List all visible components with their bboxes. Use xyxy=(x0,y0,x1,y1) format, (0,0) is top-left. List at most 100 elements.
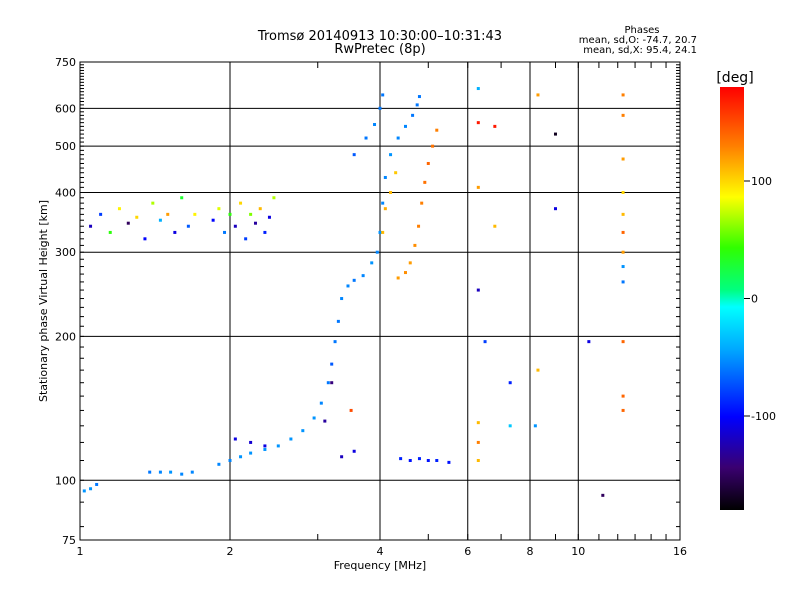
data-point xyxy=(239,201,243,205)
data-point xyxy=(186,224,190,228)
data-point xyxy=(180,472,184,476)
data-point xyxy=(420,201,424,205)
data-point xyxy=(117,207,121,211)
data-point xyxy=(263,230,267,234)
data-point xyxy=(426,458,430,462)
data-point xyxy=(211,218,215,222)
data-point xyxy=(621,250,625,254)
x-tick-label: 2 xyxy=(227,545,234,558)
data-point xyxy=(249,440,253,444)
colorbar-tick-label: -100 xyxy=(751,410,776,423)
data-point xyxy=(621,230,625,234)
data-point xyxy=(143,237,147,241)
phase-stats-title: Phases xyxy=(624,25,659,36)
data-point xyxy=(403,124,407,128)
data-point xyxy=(389,190,393,194)
data-point xyxy=(166,212,170,216)
data-point xyxy=(330,362,334,366)
data-point xyxy=(408,458,412,462)
data-point xyxy=(258,207,262,211)
data-point xyxy=(389,153,393,157)
chart-subtitle: RwPretec (8p) xyxy=(334,42,425,57)
data-point xyxy=(148,470,152,474)
data-point xyxy=(190,470,194,474)
data-point xyxy=(370,261,374,265)
data-point xyxy=(301,429,305,433)
data-point xyxy=(435,458,439,462)
colorbar-label: [deg] xyxy=(716,70,753,86)
data-point xyxy=(361,274,365,278)
data-point xyxy=(447,460,451,464)
data-point xyxy=(423,180,427,184)
data-point xyxy=(399,457,403,461)
data-point xyxy=(244,237,248,241)
y-tick-label: 600 xyxy=(55,102,76,115)
x-tick-label: 16 xyxy=(673,545,687,558)
colorbar-ticks: 100 0 -100 xyxy=(744,175,776,423)
data-point xyxy=(621,265,625,269)
y-tick-label: 500 xyxy=(55,140,76,153)
colorbar xyxy=(720,87,744,510)
data-point xyxy=(352,449,356,453)
data-point xyxy=(336,319,340,323)
data-point xyxy=(435,128,439,132)
data-point xyxy=(378,230,382,234)
data-points xyxy=(82,87,625,497)
data-point xyxy=(228,212,232,216)
data-point xyxy=(99,212,103,216)
data-point xyxy=(375,250,379,254)
chart-title: Tromsø 20140913 10:30:00–10:31:43 xyxy=(257,29,502,44)
data-point xyxy=(323,419,327,423)
data-point xyxy=(587,340,591,344)
data-point xyxy=(95,482,99,486)
data-point xyxy=(89,487,93,491)
phase-stats-o: mean, sd,O: -74.7, 20.7 xyxy=(579,35,697,46)
data-point xyxy=(89,224,93,228)
data-point xyxy=(276,444,280,448)
x-axis-label: Frequency [MHz] xyxy=(334,559,426,572)
data-point xyxy=(349,408,353,412)
data-point xyxy=(340,297,344,301)
data-point xyxy=(426,161,430,165)
y-axis-label: Stationary phase Virtual Height [km] xyxy=(37,200,50,402)
y-tick-label: 75 xyxy=(62,534,76,547)
data-point xyxy=(493,124,497,128)
y-tick-label: 200 xyxy=(55,330,76,343)
data-point xyxy=(217,207,221,211)
data-point xyxy=(180,196,184,200)
data-point xyxy=(621,113,625,117)
data-point xyxy=(396,136,400,140)
data-point xyxy=(108,230,112,234)
y-tick-label: 750 xyxy=(55,56,76,69)
data-point xyxy=(621,212,625,216)
data-point xyxy=(82,489,86,493)
x-tick-label: 6 xyxy=(464,545,471,558)
data-point xyxy=(621,340,625,344)
data-point xyxy=(508,424,512,428)
data-point xyxy=(553,132,557,136)
data-point xyxy=(553,207,557,211)
data-point xyxy=(249,212,253,216)
data-point xyxy=(533,424,537,428)
data-point xyxy=(383,207,387,211)
data-point xyxy=(233,437,237,441)
x-tick-label: 10 xyxy=(571,545,585,558)
data-point xyxy=(394,171,398,175)
data-point xyxy=(621,157,625,161)
colorbar-tick-label: 0 xyxy=(751,293,758,306)
data-point xyxy=(493,224,497,228)
data-point xyxy=(536,93,540,97)
data-point xyxy=(483,340,487,344)
data-point xyxy=(352,153,356,157)
phase-stats-x: mean, sd,X: 95.4, 24.1 xyxy=(583,45,697,56)
data-point xyxy=(135,215,139,219)
data-point xyxy=(411,113,415,117)
data-point xyxy=(431,144,435,148)
data-point xyxy=(364,136,368,140)
data-point xyxy=(396,276,400,280)
data-point xyxy=(417,95,421,99)
data-point xyxy=(333,340,337,344)
data-point xyxy=(381,93,385,97)
data-point xyxy=(340,455,344,459)
